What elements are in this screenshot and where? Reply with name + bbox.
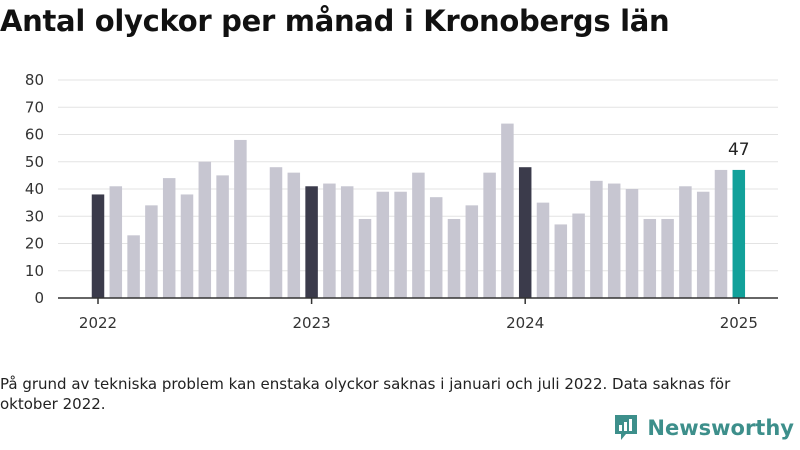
footnote: På grund av tekniska problem kan enstaka… (0, 375, 731, 413)
x-tick-label: 2022 (79, 314, 117, 332)
bars (91, 123, 746, 298)
bar-2023-04 (358, 218, 372, 298)
bar-2024-09 (661, 218, 674, 298)
y-tick-label: 40 (25, 180, 44, 198)
brand-name: Newsworthy (647, 416, 794, 440)
bar-2024-12 (714, 169, 728, 298)
bar-2024-07 (625, 189, 639, 298)
y-tick-label: 10 (25, 262, 44, 280)
bar-2024-02 (536, 202, 550, 298)
bar-2024-08 (643, 218, 657, 298)
bar-2024-03 (554, 224, 568, 298)
x-axis-ticks: 2022 2023 2024 2025 (79, 298, 758, 332)
y-tick-label: 30 (25, 207, 44, 225)
bar-2023-09 (447, 218, 461, 298)
y-tick-label: 50 (25, 153, 44, 171)
bar-2023-05 (376, 191, 390, 298)
bar-2023-07 (412, 172, 425, 298)
bar-2023-10 (465, 205, 479, 298)
brand-logo: Newsworthy (613, 414, 794, 442)
y-tick-label: 80 (25, 71, 44, 89)
bar-2022-05 (162, 178, 176, 298)
bar-2023-06 (394, 191, 407, 298)
bar-2022-04 (145, 205, 158, 298)
bar-2023-08 (429, 197, 443, 298)
bar-2024-06 (607, 183, 621, 298)
bar-2022-08 (216, 175, 229, 298)
bar-2023-02 (323, 183, 336, 298)
bar-2023-01 (305, 186, 318, 298)
bar-2024-01 (518, 167, 532, 298)
bar-2022-01 (91, 194, 105, 298)
y-axis-tick-labels: 0 10 20 30 40 50 60 70 80 (25, 71, 44, 307)
bar-2025-01 (732, 169, 746, 298)
bar-2022-12 (287, 172, 301, 298)
bar-2023-03 (340, 186, 354, 298)
y-tick-label: 60 (25, 126, 44, 144)
newsworthy-chart-bubble-icon (615, 415, 638, 440)
bar-2022-03 (127, 235, 140, 298)
y-tick-label: 20 (25, 235, 44, 253)
data-labels: 47 (728, 140, 750, 160)
bar-2022-07 (198, 161, 212, 298)
bar-2024-10 (679, 186, 692, 298)
bar-2023-12 (501, 123, 514, 298)
latest-value-label: 47 (728, 140, 750, 160)
bar-2022-09 (234, 139, 247, 298)
bar-2024-11 (696, 191, 710, 298)
bar-2024-04 (572, 213, 585, 298)
chart-title: Antal olyckor per månad i Kronobergs län (0, 4, 670, 38)
y-tick-label: 0 (34, 289, 44, 307)
x-tick-label: 2025 (720, 314, 758, 332)
y-tick-label: 70 (25, 98, 44, 116)
bar-2022-06 (180, 194, 194, 298)
bar-2022-02 (109, 186, 123, 298)
bar-2024-05 (590, 180, 603, 298)
bar-2022-11 (269, 167, 283, 298)
x-tick-label: 2024 (506, 314, 544, 332)
bar-chart: 0 10 20 30 40 50 60 70 80 2022 2023 2024 2025 47 (25, 71, 778, 332)
x-tick-label: 2023 (293, 314, 331, 332)
bar-2023-11 (483, 172, 496, 298)
